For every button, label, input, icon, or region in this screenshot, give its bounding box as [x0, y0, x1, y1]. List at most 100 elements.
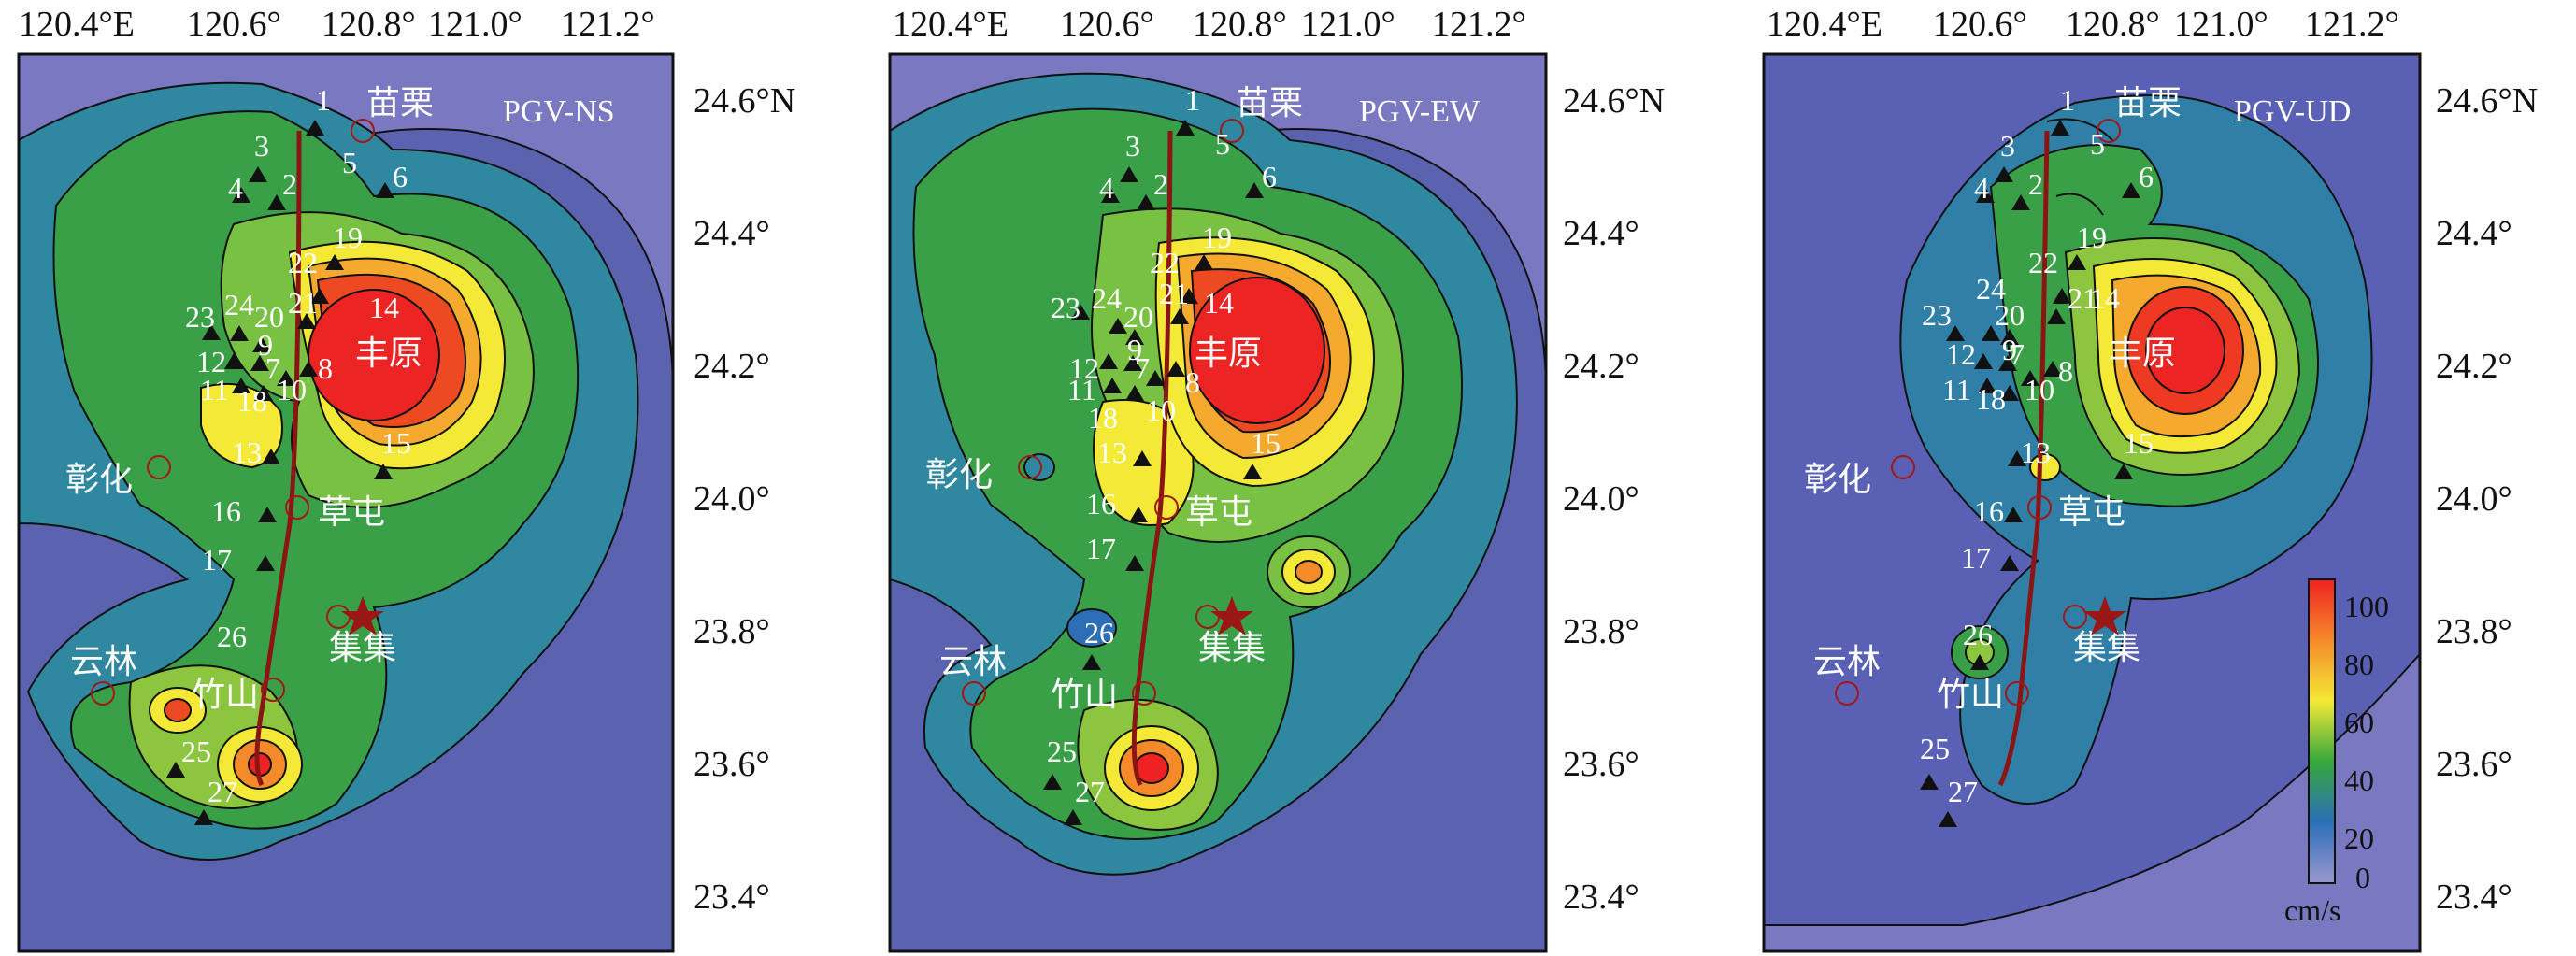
station-label: 2: [1153, 167, 1168, 201]
tick-label: 23.6°: [2436, 745, 2512, 784]
station-label: 4: [1099, 171, 1114, 205]
station-label: 27: [1948, 775, 1978, 808]
colorbar-tick: 100: [2344, 590, 2389, 623]
city-label: 竹山: [1937, 676, 2004, 714]
tick-label: 24.6°N: [694, 81, 795, 121]
station-label: 23: [185, 300, 215, 334]
pgv-contours: [890, 72, 1546, 951]
tick-label: 121.0°: [428, 5, 522, 44]
panel-pgv-ud: PGV-UD 苗栗 彰化 草屯 丰原 集集 云林 竹山: [1762, 5, 2538, 953]
city-markers: 苗栗 彰化 草屯 丰原 集集 云林 竹山: [925, 84, 1303, 714]
station-label: 10: [1146, 393, 1176, 427]
tick-label: 24.6°N: [2436, 81, 2538, 121]
city-label: 苗栗: [2114, 84, 2182, 122]
station-label: 25: [1047, 735, 1077, 768]
station-label: 7: [2010, 337, 2025, 371]
city-label: 集集: [2073, 629, 2140, 667]
tick-label: 24.0°: [694, 479, 770, 519]
station-label: 15: [2124, 426, 2154, 460]
station-label: 1: [316, 83, 331, 117]
colorbar-tick: 0: [2355, 861, 2370, 894]
station-label: 2: [2028, 167, 2043, 201]
panel-pgv-ns: PGV-NS 苗栗 彰化 草屯 丰原 集集 云林 竹山: [17, 5, 795, 953]
tick-label: 121.0°: [2174, 5, 2268, 44]
station-label: 18: [1088, 401, 1118, 435]
station-label: 13: [232, 435, 262, 469]
station-label: 27: [208, 775, 237, 808]
station-label: 14: [369, 291, 399, 324]
station-label: 18: [237, 384, 267, 418]
station-label: 14: [1204, 286, 1234, 320]
tick-label: 23.8°: [1563, 612, 1639, 651]
station-label: 21: [1159, 277, 1189, 310]
panel-pgv-ew: PGV-EW 苗栗 彰化 草屯 丰原 集集 云林 竹山: [888, 5, 1665, 953]
panel-title: PGV-EW: [1359, 94, 1481, 129]
pgv-contours: [1764, 54, 2420, 926]
station-label: 24: [1092, 281, 1122, 315]
panel-title: PGV-NS: [503, 94, 615, 129]
station-label: 25: [181, 735, 211, 768]
station-label: 25: [1920, 732, 1950, 765]
station-label: 20: [1123, 300, 1153, 334]
tick-label: 24.0°: [1563, 479, 1639, 519]
station-label: 3: [254, 129, 269, 163]
station-label: 23: [1051, 291, 1080, 324]
right-axis: 24.6°N 24.4° 24.2° 24.0° 23.8° 23.6° 23.…: [694, 81, 795, 917]
station-label: 5: [2090, 127, 2105, 161]
city-label: 云林: [70, 643, 137, 681]
tick-label: 23.6°: [1563, 745, 1639, 784]
city-label: 云林: [1813, 643, 1881, 681]
city-label: 苗栗: [1236, 84, 1303, 122]
station-label: 12: [1946, 337, 1976, 371]
colorbar-tick: 20: [2344, 821, 2374, 855]
city-markers: 苗栗 彰化 草屯 丰原 集集 云林 竹山: [1804, 84, 2182, 714]
tick-label: 121.2°: [1432, 5, 1526, 44]
station-label: 26: [217, 620, 247, 653]
city-label: 云林: [939, 643, 1007, 681]
city-label: 苗栗: [366, 84, 434, 122]
colorbar-scale: [2308, 578, 2336, 884]
station-label: 6: [393, 160, 408, 193]
top-axis: 120.4°E 120.6° 120.8° 121.0° 121.2°: [1767, 5, 2399, 44]
station-label: 8: [1185, 365, 1200, 399]
colorbar-tick: 40: [2344, 763, 2374, 797]
station-label: 21: [288, 286, 318, 320]
colorbar-tick: 80: [2344, 648, 2374, 681]
tick-label: 24.2°: [2436, 347, 2512, 386]
tick-label: 121.2°: [2305, 5, 2399, 44]
tick-label: 120.4°E: [19, 5, 135, 44]
station-label: 22: [1150, 246, 1180, 279]
tick-label: 24.6°N: [1563, 81, 1665, 121]
station-markers: 1 3 4 2 5 6 19 22 21 14 23 24 20 9 12 7 …: [166, 83, 411, 825]
tick-label: 24.0°: [2436, 479, 2512, 519]
city-label: 丰原: [1195, 335, 1262, 373]
epicenter-star-icon: [341, 596, 384, 635]
tick-label: 120.6°: [187, 5, 281, 44]
top-axis: 120.4°E 120.6° 120.8° 121.0° 121.2°: [893, 5, 1526, 44]
station-label: 13: [1097, 435, 1127, 469]
station-label: 3: [1125, 129, 1140, 163]
tick-label: 120.8°: [322, 5, 416, 44]
city-label: 彰化: [65, 461, 133, 499]
station-label: 21: [2068, 281, 2097, 315]
tick-label: 23.4°: [1563, 878, 1639, 917]
tick-label: 24.2°: [694, 347, 770, 386]
station-label: 20: [254, 300, 284, 334]
pgv-contours: [19, 81, 673, 951]
colorbar: 100 80 60 40 20 0 cm/s: [2284, 578, 2389, 927]
station-markers: 1 5 3 4 2 6 19 22 21 14 23 24 20 9 12 7 …: [1920, 83, 2154, 827]
tick-label: 24.2°: [1563, 347, 1639, 386]
station-label: 5: [342, 146, 357, 179]
station-label: 17: [1961, 541, 1991, 575]
panel-frame: [17, 52, 675, 953]
station-markers: 1 5 3 4 2 6 19 22 21 14 23 24 20 9 12 7 …: [1043, 83, 1281, 825]
station-label: 24: [224, 288, 254, 321]
tick-label: 120.8°: [1193, 5, 1287, 44]
top-axis: 120.4°E 120.6° 120.8° 121.0° 121.2°: [19, 5, 655, 44]
station-label: 8: [2058, 354, 2073, 388]
city-label: 草屯: [318, 493, 385, 532]
city-label: 集集: [329, 629, 396, 667]
station-label: 9: [258, 328, 273, 362]
station-label: 19: [2077, 221, 2107, 254]
